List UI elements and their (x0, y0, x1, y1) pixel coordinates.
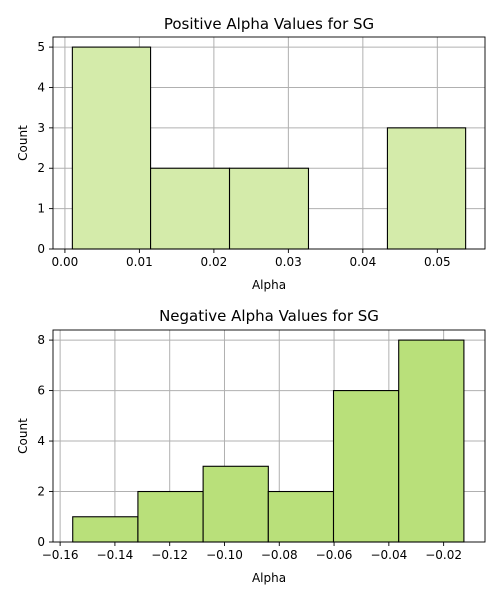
chart-1-plot-frame (52, 329, 486, 543)
chart-1-bar-0 (72, 516, 139, 543)
chart-1-x-tick-label: −0.14 (97, 548, 134, 562)
chart-1-bar-1 (137, 490, 204, 543)
chart-1-x-tick-label: −0.04 (370, 548, 407, 562)
chart-0-bar-4 (386, 127, 467, 250)
chart-1-x-tick-label: −0.06 (316, 548, 353, 562)
chart-1-y-tick-label: 4 (37, 434, 45, 448)
chart-0-x-tick-label: 0.01 (126, 255, 153, 269)
chart-1-y-tick-label: 8 (37, 333, 45, 347)
chart-0-x-tick-label: 0.00 (52, 255, 79, 269)
chart-0-y-axis-label: Count (16, 125, 30, 161)
chart-0-y-tick-label: 0 (37, 242, 45, 256)
chart-0-y-tick-label: 2 (37, 161, 45, 175)
chart-1-y-tick-label: 6 (37, 384, 45, 398)
chart-0-x-tick-label: 0.04 (349, 255, 376, 269)
chart-0-bar-1 (150, 167, 231, 250)
chart-1-y-tick-label: 0 (37, 535, 45, 549)
chart-0-x-tick-label: 0.05 (424, 255, 451, 269)
chart-0-x-tick-label: 0.03 (275, 255, 302, 269)
chart-1-title: Negative Alpha Values for SG (159, 307, 379, 325)
chart-0-bar-0 (71, 46, 152, 250)
chart-0-title: Positive Alpha Values for SG (164, 15, 374, 33)
chart-1-x-tick-label: −0.02 (425, 548, 462, 562)
chart-1-bar-2 (202, 465, 269, 543)
chart-1-x-tick-label: −0.12 (151, 548, 188, 562)
chart-0-y-tick-label: 1 (37, 202, 45, 216)
chart-0-bar-2 (228, 167, 310, 250)
chart-0-plot-frame (52, 36, 486, 250)
chart-1-bar-5 (398, 339, 465, 543)
chart-0-x-axis-label: Alpha (252, 278, 286, 292)
chart-1-y-axis-label: Count (16, 418, 30, 454)
chart-1-x-tick-label: −0.16 (42, 548, 79, 562)
chart-1-y-tick-label: 2 (37, 485, 45, 499)
chart-1-bar-4 (332, 390, 400, 543)
chart-1-x-axis-label: Alpha (252, 571, 286, 585)
chart-0-y-tick-label: 5 (37, 40, 45, 54)
chart-0-y-tick-label: 3 (37, 121, 45, 135)
chart-1-x-tick-label: −0.08 (261, 548, 298, 562)
chart-1-x-tick-label: −0.10 (206, 548, 243, 562)
chart-0-y-tick-label: 4 (37, 80, 45, 94)
chart-0-x-tick-label: 0.02 (201, 255, 228, 269)
chart-1-bar-3 (267, 490, 335, 543)
